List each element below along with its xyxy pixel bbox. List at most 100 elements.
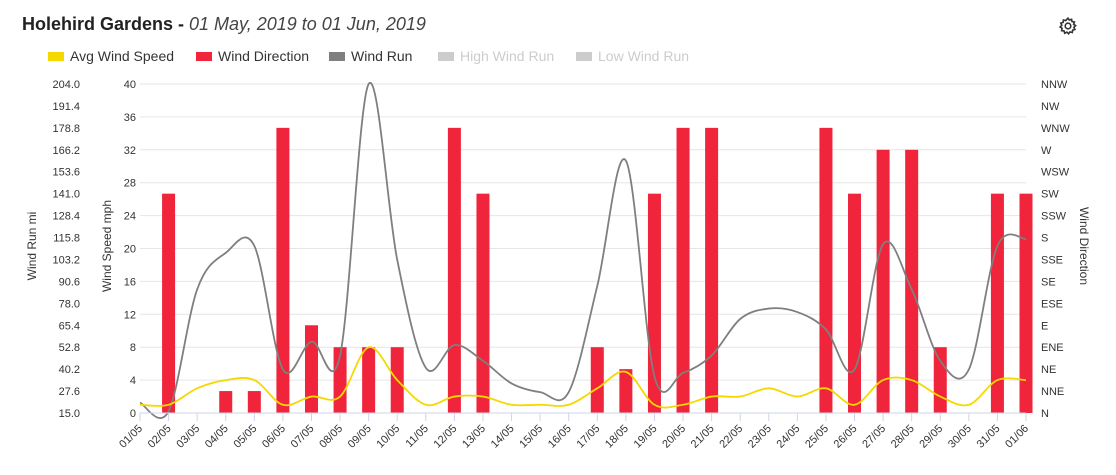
wind-direction-tick-label: NNW: [1041, 79, 1068, 91]
legend-swatch-wind-run: [329, 51, 345, 61]
wind-speed-tick-label: 12: [124, 309, 136, 321]
x-tick-label: 14/05: [489, 423, 517, 451]
x-tick-label: 30/05: [946, 423, 974, 451]
wind-run-tick-label: 115.8: [53, 233, 80, 245]
wind-run-line: [139, 81, 1027, 419]
wind-run-tick-label: 15.0: [59, 408, 80, 420]
x-tick-label: 05/05: [231, 423, 259, 451]
wind-direction-bar[interactable]: [647, 193, 661, 413]
legend-swatch-high-wind-run: [438, 51, 454, 61]
chart-title: Holehird Gardens - 01 May, 2019 to 01 Ju…: [22, 14, 426, 35]
x-tick-label: 17/05: [574, 423, 602, 451]
wind-run-tick-label: 40.2: [59, 364, 80, 376]
wind-speed-tick-label: 24: [124, 211, 136, 223]
x-tick-label: 01/06: [1003, 423, 1031, 451]
date-range: 01 May, 2019 to 01 Jun, 2019: [189, 14, 426, 34]
wind-direction-bar[interactable]: [1019, 193, 1033, 413]
legend-label-wind-run: Wind Run: [351, 48, 413, 64]
wind-run-tick-label: 178.8: [52, 123, 80, 135]
legend-swatch-wind-direction: [196, 51, 212, 61]
x-tick-label: 03/05: [174, 423, 202, 451]
wind-direction-tick-label: NW: [1041, 101, 1060, 113]
wind-run-tick-label: 191.4: [52, 101, 80, 113]
wind-direction-bar[interactable]: [819, 127, 833, 413]
wind-speed-tick-label: 40: [124, 79, 136, 91]
x-tick-label: 28/05: [889, 423, 917, 451]
wind-speed-tick-label: 8: [130, 342, 136, 354]
wind-direction-bar[interactable]: [276, 127, 290, 413]
wind-direction-tick-label: WSW: [1041, 167, 1070, 179]
wind-run-tick-label: 204.0: [52, 79, 80, 91]
x-tick-label: 02/05: [146, 423, 174, 451]
wind-speed-axis-title: Wind Speed mph: [100, 200, 114, 292]
legend-wind-run[interactable]: Wind Run: [329, 48, 412, 64]
x-tick-label: 29/05: [917, 423, 945, 451]
wind-run-tick-label: 52.8: [59, 342, 80, 354]
wind-direction-bar[interactable]: [219, 391, 233, 413]
x-tick-label: 19/05: [632, 423, 660, 451]
legend-avg-wind-speed[interactable]: Avg Wind Speed: [48, 48, 174, 64]
wind-direction-tick-label: S: [1041, 233, 1048, 245]
x-tick-label: 22/05: [717, 423, 745, 451]
wind-direction-bar[interactable]: [333, 347, 347, 413]
wind-direction-bar[interactable]: [447, 127, 461, 413]
grid-lines: [140, 83, 1026, 414]
wind-run-tick-label: 128.4: [52, 211, 80, 223]
x-tick-label: 13/05: [460, 423, 488, 451]
x-tick-label: 08/05: [317, 423, 345, 451]
wind-direction-bar[interactable]: [590, 347, 604, 413]
wind-direction-tick-label: NNE: [1041, 386, 1064, 398]
legend-swatch-avg-wind-speed: [48, 51, 64, 61]
legend-high-wind-run[interactable]: High Wind Run: [438, 48, 554, 64]
wind-direction-bar[interactable]: [990, 193, 1004, 413]
wind-direction-bar[interactable]: [848, 193, 862, 413]
wind-direction-tick-label: WNW: [1041, 123, 1070, 135]
wind-direction-tick-label: ENE: [1041, 342, 1064, 354]
x-tick-label: 12/05: [432, 423, 460, 451]
wind-direction-bar[interactable]: [876, 149, 890, 414]
wind-direction-bar[interactable]: [476, 193, 490, 413]
wind-direction-tick-label: E: [1041, 320, 1048, 332]
wind-run-tick-label: 78.0: [59, 298, 80, 310]
wind-direction-bar[interactable]: [162, 193, 176, 413]
wind-run-tick-label: 141.0: [52, 189, 80, 201]
wind-speed-tick-label: 16: [124, 276, 136, 288]
wind-direction-tick-label: W: [1041, 145, 1052, 157]
wind-direction-bar[interactable]: [676, 127, 690, 413]
wind-direction-tick-label: SE: [1041, 276, 1056, 288]
wind-direction-bar[interactable]: [304, 325, 318, 413]
wind-speed-tick-label: 20: [124, 244, 136, 256]
x-tick-label: 11/05: [404, 423, 431, 450]
x-tick-label: 10/05: [374, 423, 402, 451]
wind-direction-bar[interactable]: [247, 391, 261, 413]
wind-direction-tick-label: N: [1041, 408, 1049, 420]
legend-low-wind-run[interactable]: Low Wind Run: [576, 48, 689, 64]
x-tick-label: 16/05: [546, 423, 574, 451]
x-tick-label: 21/05: [689, 423, 717, 451]
wind-run-tick-label: 65.4: [59, 320, 80, 332]
legend-swatch-low-wind-run: [576, 51, 592, 61]
wind-speed-tick-label: 0: [130, 408, 136, 420]
wind-direction-bar[interactable]: [362, 347, 376, 413]
wind-direction-bar[interactable]: [905, 149, 919, 414]
wind-speed-tick-label: 28: [124, 178, 136, 190]
wind-direction-tick-label: SSW: [1041, 211, 1067, 223]
legend-label-avg-wind-speed: Avg Wind Speed: [70, 48, 175, 64]
gear-icon[interactable]: [1058, 16, 1078, 36]
x-tick-label: 25/05: [803, 423, 831, 451]
wind-run-tick-label: 90.6: [59, 276, 80, 288]
wind-direction-bar[interactable]: [619, 369, 633, 413]
wind-direction-tick-label: SSE: [1041, 254, 1063, 266]
x-tick-label: 18/05: [603, 423, 631, 451]
wind-run-tick-label: 166.2: [52, 145, 80, 157]
station-name: Holehird Gardens: [22, 14, 174, 34]
legend-wind-direction[interactable]: Wind Direction: [196, 48, 309, 64]
x-tick-label: 15/05: [517, 423, 545, 451]
wind-direction-tick-label: NE: [1041, 364, 1056, 376]
wind-speed-tick-label: 32: [124, 145, 136, 157]
wind-direction-axis-title: Wind Direction: [1077, 207, 1091, 285]
wind-run-tick-label: 103.2: [52, 254, 80, 266]
wind-direction-bar[interactable]: [705, 127, 719, 413]
wind-direction-bar[interactable]: [933, 347, 947, 413]
